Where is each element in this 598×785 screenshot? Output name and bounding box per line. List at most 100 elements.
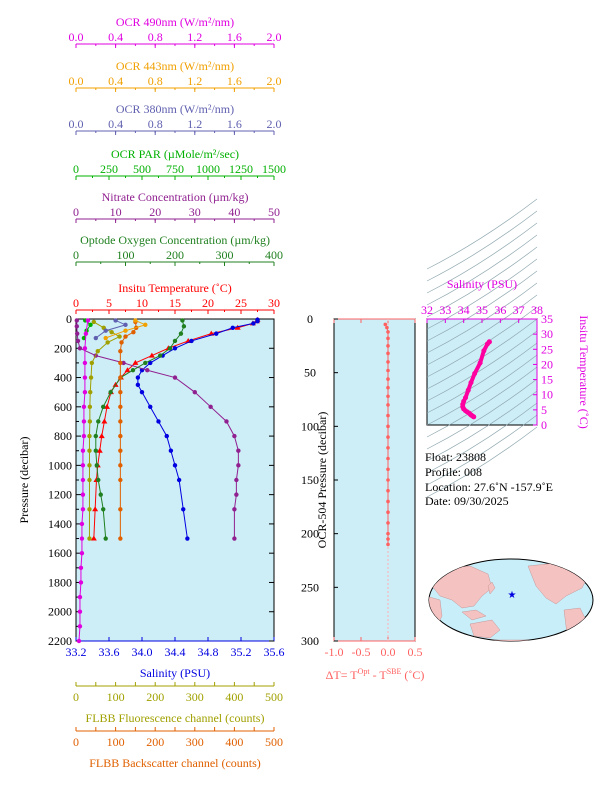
nitrate-point — [232, 433, 237, 439]
par-tick-label: 250 — [100, 162, 118, 176]
sal-point — [230, 325, 235, 330]
sal-point — [156, 419, 161, 424]
ts-sal-tick-label: 35 — [476, 303, 488, 317]
delta-t-point — [386, 488, 390, 493]
nitrate-point — [74, 318, 79, 323]
ocr443-point — [133, 318, 138, 323]
par-tick-label: 500 — [133, 162, 151, 176]
par-point — [81, 335, 87, 341]
ocr490-tick-label: 1.6 — [227, 30, 242, 44]
pressure-tick-label: 2000 — [48, 605, 72, 619]
ocr380-tick-label: 2.0 — [267, 117, 282, 131]
delta-t-point — [386, 385, 390, 390]
bbp-point — [118, 507, 123, 512]
nitrate-tick-label: 50 — [268, 205, 280, 219]
ts-temp-tick-label: 15 — [541, 373, 553, 387]
temp-point — [148, 352, 155, 358]
delta-t-point — [386, 330, 390, 334]
temp-tick-label: 5 — [106, 296, 112, 310]
ocr490-point — [78, 580, 84, 585]
pressure-tick-label: 200 — [54, 341, 72, 355]
ocr443-tick-label: 0.8 — [148, 74, 163, 88]
ts-point — [472, 371, 478, 377]
fluor-point — [95, 349, 100, 354]
fluor-point — [87, 507, 92, 512]
sal-point — [168, 448, 174, 453]
ocr380-point — [123, 322, 128, 328]
ts-sal-tick-label: 32 — [421, 303, 433, 317]
bbp-axis-title: FLBB Backscatter channel (counts) — [89, 756, 261, 770]
ts-temperature-label: Insitu Temperature (˚C) — [577, 315, 591, 429]
par-axis-title: OCR PAR (µMole/m²/sec) — [111, 147, 239, 161]
oxygen-point — [167, 346, 173, 351]
nitrate-point — [145, 368, 150, 373]
nitrate-point — [77, 346, 83, 351]
fluor-point — [88, 389, 93, 395]
temp-axis-title: Insitu Temperature (˚C) — [118, 281, 232, 295]
sal-point — [251, 321, 256, 326]
pressure-tick-label: 1400 — [48, 517, 72, 531]
oxygen-point — [172, 338, 178, 344]
temp-point — [101, 418, 108, 424]
bbp-tick-label: 500 — [265, 735, 283, 749]
bbp-tick-label: 0 — [73, 735, 79, 749]
ts-sal-tick-label: 34 — [458, 303, 470, 317]
ts-temp-tick-label: 25 — [541, 342, 553, 356]
oxygen-point — [96, 477, 101, 483]
ts-point — [485, 341, 490, 347]
delta-t-tick-label: -1.0 — [325, 645, 344, 659]
temp-tick-label: 30 — [268, 296, 280, 310]
temp-tick-label: 20 — [202, 296, 214, 310]
ocr443-point — [143, 322, 148, 328]
float-id: Float: 23808 — [425, 450, 486, 464]
oxygen-point — [157, 353, 163, 358]
ocr-pressure-tick-label: 300 — [301, 634, 319, 648]
isopycnal-line — [426, 330, 538, 402]
bbp-point — [118, 463, 123, 468]
sal-point — [189, 338, 194, 344]
ocr443-tick-label: 0.4 — [108, 74, 123, 88]
fluor-point — [89, 360, 95, 366]
ts-point — [481, 348, 487, 354]
delta-t-point — [386, 467, 390, 472]
isopycnal-line — [426, 210, 538, 282]
par-tick-label: 0 — [73, 162, 79, 176]
fluor-tick-label: 500 — [265, 690, 283, 704]
ocr490-point — [79, 536, 85, 541]
nitrate-point — [172, 375, 178, 380]
ts-isopycnal-lines — [426, 198, 538, 498]
delta-t-point — [386, 344, 390, 348]
ts-temp-tick-label: 10 — [541, 388, 553, 402]
delta-t-point — [386, 368, 390, 373]
isopycnal-line — [426, 306, 538, 378]
temp-point — [90, 535, 97, 541]
isopycnal-line — [426, 366, 538, 438]
ocr380-tick-label: 0.4 — [108, 117, 123, 131]
par-tick-label: 1000 — [196, 162, 220, 176]
delta-t-label-part: SBE — [387, 667, 402, 676]
temp-tick-label: 0 — [73, 296, 79, 310]
nitrate-point — [236, 463, 241, 468]
sal-point — [185, 536, 190, 541]
bbp-point — [118, 404, 123, 410]
oxygen-tick-label: 0 — [73, 248, 79, 262]
ocr490-point — [80, 448, 86, 453]
bottom-axes-group: 33.2 33.6 34.0 34.4 34.8 35.2 35.6 Salinity (PS… — [66, 637, 285, 770]
main-profile-plot: 0.0 0.4 0.8 1.2 1.6 2.0 OCR 490nm (W/m²/nm) 0.0… — [17, 15, 286, 770]
ocr490-point — [82, 360, 88, 366]
fluor-tick-label: 200 — [146, 690, 164, 704]
bbp-tick-label: 400 — [225, 735, 243, 749]
oxygen-tick-label: 200 — [166, 248, 184, 262]
nitrate-point — [75, 338, 81, 344]
oxygen-point — [143, 360, 148, 366]
delta-t-tick-label: -0.5 — [352, 645, 371, 659]
fluor-point — [87, 536, 92, 541]
nitrate-axis-title: Nitrate Concentration (µm/kg) — [102, 190, 249, 204]
bbp-point — [118, 389, 123, 395]
temp-tick-label: 25 — [235, 296, 247, 310]
isopycnal-line — [426, 414, 538, 486]
ocr490-point — [81, 419, 87, 424]
ocr443-tick-label: 1.6 — [227, 74, 242, 88]
pressure-tick-label: 1800 — [48, 575, 72, 589]
ocr490-point — [79, 521, 85, 527]
